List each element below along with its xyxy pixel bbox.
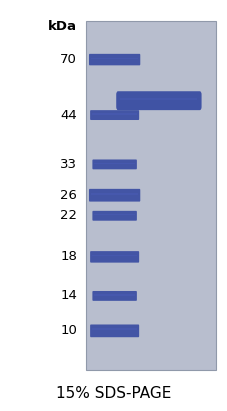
- FancyBboxPatch shape: [92, 291, 137, 301]
- FancyBboxPatch shape: [94, 163, 135, 164]
- FancyBboxPatch shape: [94, 214, 135, 215]
- FancyBboxPatch shape: [94, 294, 135, 296]
- FancyBboxPatch shape: [89, 54, 140, 65]
- Text: 22: 22: [60, 209, 77, 222]
- FancyBboxPatch shape: [92, 211, 137, 221]
- FancyBboxPatch shape: [92, 113, 137, 115]
- FancyBboxPatch shape: [92, 255, 137, 256]
- Text: 26: 26: [60, 189, 77, 202]
- Text: 10: 10: [60, 324, 77, 337]
- Text: 70: 70: [60, 53, 77, 66]
- FancyBboxPatch shape: [91, 58, 138, 59]
- FancyBboxPatch shape: [86, 21, 216, 370]
- Text: 18: 18: [60, 250, 77, 263]
- FancyBboxPatch shape: [116, 91, 202, 110]
- Text: 15% SDS-PAGE: 15% SDS-PAGE: [56, 386, 171, 401]
- Text: 33: 33: [60, 158, 77, 171]
- FancyBboxPatch shape: [89, 189, 140, 201]
- FancyBboxPatch shape: [90, 251, 139, 263]
- FancyBboxPatch shape: [92, 328, 137, 330]
- FancyBboxPatch shape: [90, 110, 139, 120]
- FancyBboxPatch shape: [90, 325, 139, 337]
- Text: 44: 44: [60, 109, 77, 122]
- Text: kDa: kDa: [48, 20, 77, 33]
- FancyBboxPatch shape: [120, 98, 197, 100]
- Text: 14: 14: [60, 289, 77, 302]
- FancyBboxPatch shape: [92, 159, 137, 169]
- FancyBboxPatch shape: [91, 193, 138, 195]
